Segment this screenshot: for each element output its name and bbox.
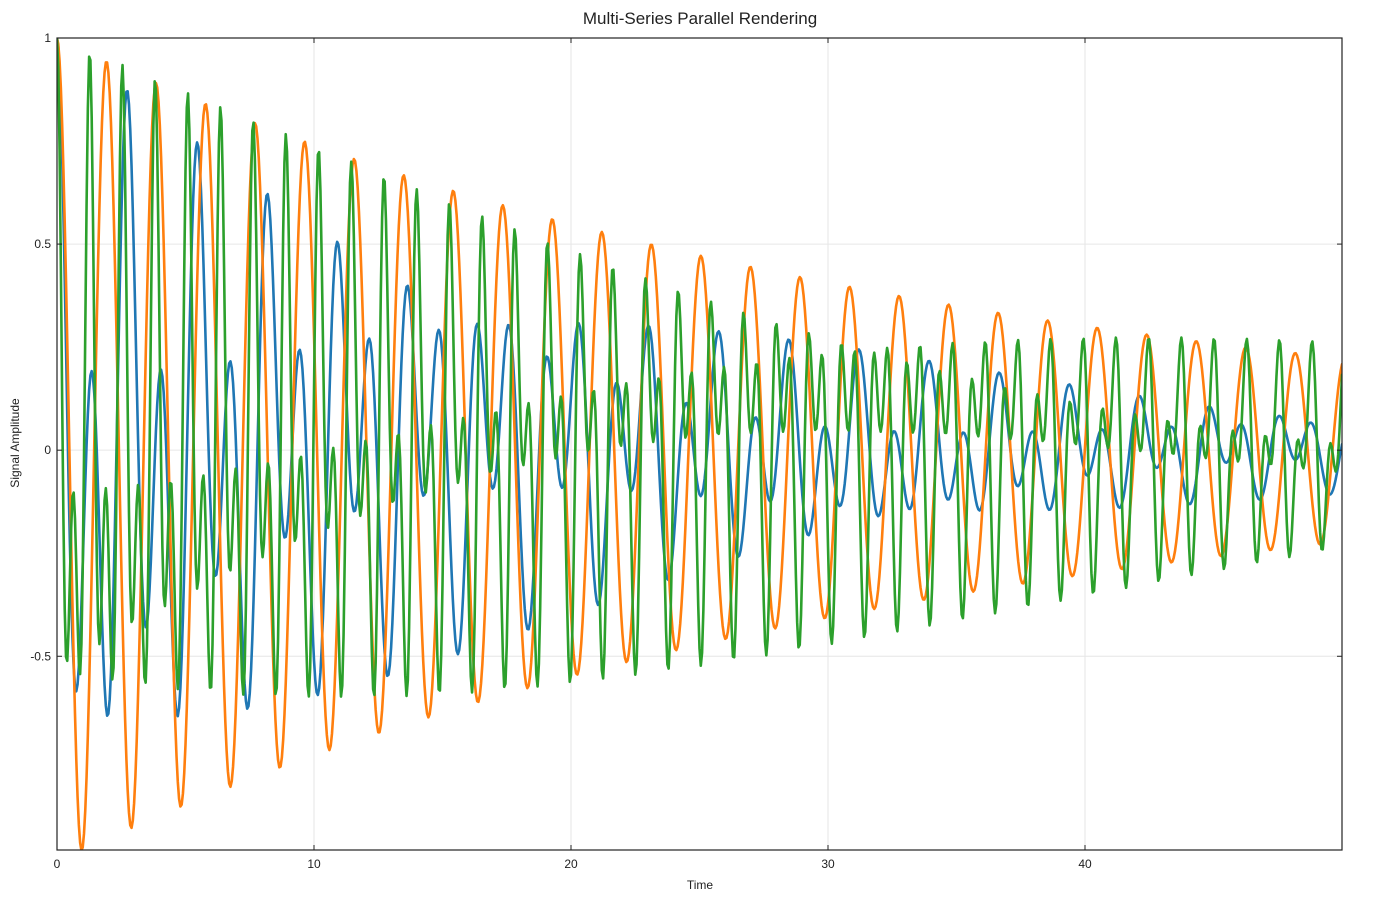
x-tick-label: 0 xyxy=(54,857,61,871)
x-tick-label: 10 xyxy=(307,857,321,871)
y-tick-label: 1 xyxy=(44,31,51,45)
y-tick-label: 0.5 xyxy=(34,237,51,251)
y-axis-label: Signal Amplitude xyxy=(8,398,22,488)
series-line-3 xyxy=(57,38,1342,698)
series-line-1 xyxy=(57,38,1342,718)
y-tick-label: -0.5 xyxy=(30,649,51,663)
x-axis-label: Time xyxy=(687,878,714,892)
chart-title: Multi-Series Parallel Rendering xyxy=(583,9,817,28)
y-tick-label: 0 xyxy=(44,443,51,457)
x-tick-label: 40 xyxy=(1078,857,1092,871)
x-tick-label: 30 xyxy=(821,857,835,871)
axis-ticks: 0 10 20 30 40 1 0.5 0 -0.5 xyxy=(30,31,1342,871)
x-tick-label: 20 xyxy=(564,857,578,871)
plot-area-frame xyxy=(56,37,1343,851)
series-lines xyxy=(57,38,1342,850)
